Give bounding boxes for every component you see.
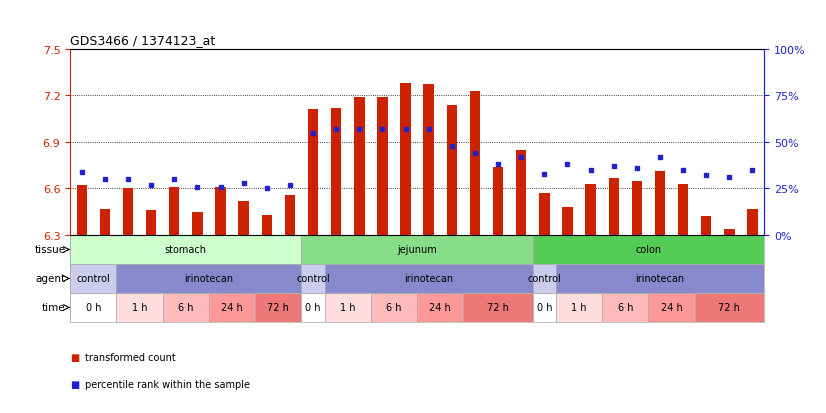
Text: 1 h: 1 h	[132, 303, 147, 313]
Bar	[301, 293, 325, 322]
Text: control: control	[528, 274, 561, 284]
Bar	[655, 172, 665, 235]
Bar	[262, 215, 272, 235]
Text: ■: ■	[70, 379, 79, 389]
Bar	[695, 293, 764, 322]
Bar	[417, 293, 463, 322]
Bar	[533, 264, 556, 293]
Bar	[209, 293, 255, 322]
Text: 6 h: 6 h	[618, 303, 633, 313]
Text: 0 h: 0 h	[86, 303, 101, 313]
Bar	[77, 186, 87, 235]
Text: agent: agent	[36, 274, 65, 284]
Text: colon: colon	[635, 245, 662, 255]
Bar	[632, 181, 642, 235]
Text: tissue: tissue	[35, 245, 65, 255]
Text: time: time	[42, 303, 65, 313]
Text: irinotecan: irinotecan	[635, 274, 685, 284]
Bar	[748, 209, 757, 235]
Text: GDS3466 / 1374123_at: GDS3466 / 1374123_at	[70, 34, 216, 47]
Bar	[255, 293, 301, 322]
Bar	[493, 167, 503, 235]
Bar	[563, 207, 572, 235]
Bar	[325, 264, 533, 293]
Text: transformed count: transformed count	[85, 352, 176, 362]
Text: 72 h: 72 h	[487, 303, 509, 313]
Text: irinotecan: irinotecan	[184, 274, 234, 284]
Text: 1 h: 1 h	[572, 303, 586, 313]
Bar	[609, 178, 619, 235]
Bar	[602, 293, 648, 322]
Text: percentile rank within the sample: percentile rank within the sample	[85, 379, 250, 389]
Bar	[163, 293, 209, 322]
Bar	[301, 264, 325, 293]
Bar	[70, 264, 116, 293]
Text: jejunum: jejunum	[397, 245, 437, 255]
Bar	[648, 293, 695, 322]
Text: 6 h: 6 h	[178, 303, 193, 313]
Bar	[325, 293, 371, 322]
Bar	[586, 184, 596, 235]
Bar	[70, 235, 301, 264]
Bar	[308, 110, 318, 235]
Bar	[463, 293, 533, 322]
Bar	[401, 83, 411, 235]
Bar	[146, 211, 156, 235]
Bar	[724, 229, 734, 235]
Text: 0 h: 0 h	[306, 303, 320, 313]
Text: 6 h: 6 h	[387, 303, 401, 313]
Bar	[239, 202, 249, 235]
Bar	[533, 235, 764, 264]
Bar	[331, 108, 341, 235]
Text: 72 h: 72 h	[719, 303, 740, 313]
Bar	[447, 105, 457, 235]
Bar	[216, 188, 225, 235]
Bar	[424, 85, 434, 235]
Bar	[678, 184, 688, 235]
Bar	[371, 293, 417, 322]
Bar	[533, 293, 556, 322]
Text: 24 h: 24 h	[221, 303, 243, 313]
Bar	[169, 188, 179, 235]
Bar	[556, 293, 602, 322]
Text: 0 h: 0 h	[537, 303, 552, 313]
Text: 24 h: 24 h	[430, 303, 451, 313]
Bar	[701, 217, 711, 235]
Bar	[123, 189, 133, 235]
Bar	[556, 264, 764, 293]
Bar	[539, 194, 549, 235]
Text: 1 h: 1 h	[340, 303, 355, 313]
Bar	[116, 293, 163, 322]
Bar	[192, 212, 202, 235]
Text: stomach: stomach	[165, 245, 206, 255]
Text: 72 h: 72 h	[268, 303, 289, 313]
Text: control: control	[297, 274, 330, 284]
Bar	[470, 91, 480, 235]
Bar	[100, 209, 110, 235]
Bar	[377, 97, 387, 235]
Bar	[354, 97, 364, 235]
Bar	[301, 235, 533, 264]
Bar	[70, 293, 116, 322]
Bar	[285, 195, 295, 235]
Text: ■: ■	[70, 352, 79, 362]
Text: control: control	[77, 274, 110, 284]
Text: irinotecan: irinotecan	[404, 274, 453, 284]
Bar	[116, 264, 301, 293]
Text: 24 h: 24 h	[661, 303, 682, 313]
Bar	[516, 150, 526, 235]
